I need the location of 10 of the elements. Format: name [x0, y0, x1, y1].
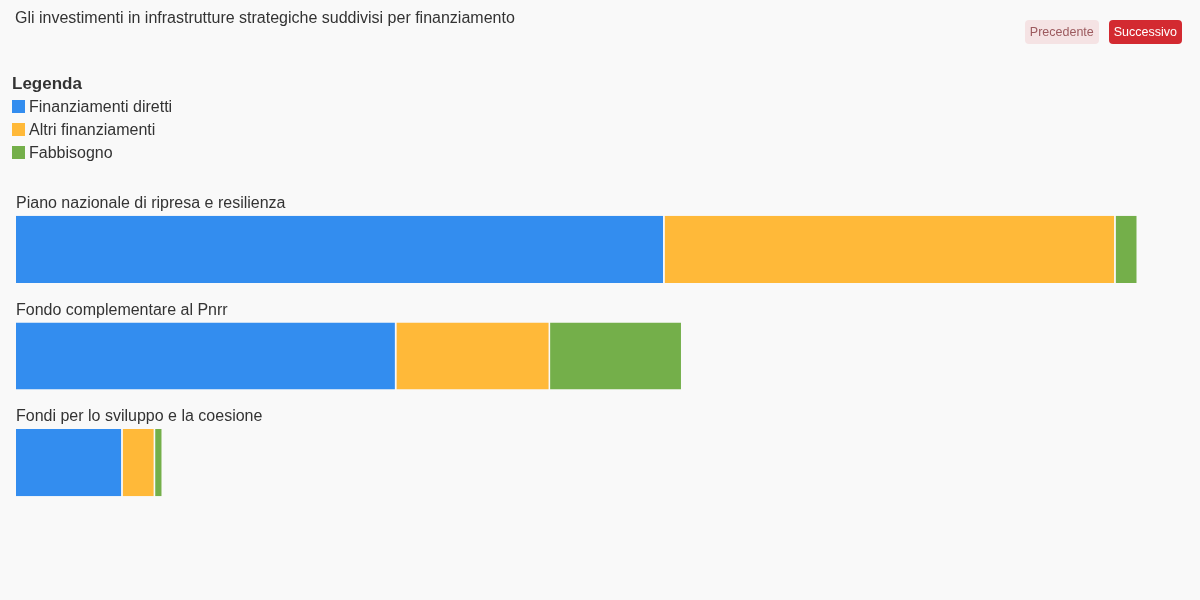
text: Precedente: [1029, 25, 1094, 39]
y-tick-label: Piano nazionale di ripresa e resilienza: [16, 194, 286, 212]
chart-title: Gli investimenti in infrastrutture strategiche suddivisi per finanziamento: [15, 9, 515, 27]
legend-label: Altri finanziamenti: [29, 120, 156, 140]
legend-label: Fabbisogno: [29, 143, 113, 163]
text: Successivo: [1113, 25, 1177, 39]
y-tick-label: Fondo complementare al Pnrr: [16, 300, 229, 318]
y-tick-label: Fondi per lo sviluppo e la coesione: [16, 407, 263, 425]
legend-title: Legenda: [12, 73, 83, 95]
legend-label: Finanziamenti diretti: [29, 97, 173, 117]
